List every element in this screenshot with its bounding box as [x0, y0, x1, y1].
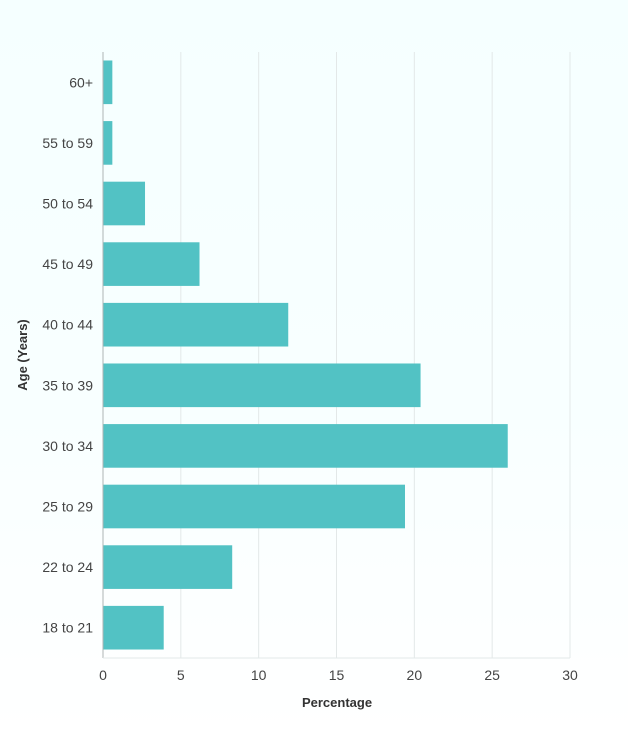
bar-50-to-54[interactable] [103, 181, 146, 226]
x-axis-title: Percentage [302, 695, 372, 710]
y-tick-labels: 60+ 55 to 59 50 to 54 45 to 49 40 to 44 35 to… [42, 74, 93, 635]
y-tick-label-35-to-39: 35 to 39 [42, 377, 93, 393]
y-tick-label-30-to-34: 30 to 34 [42, 438, 93, 454]
x-tick-label-10: 10 [251, 667, 267, 683]
bar-30-to-34[interactable] [103, 424, 508, 468]
x-tick-label-0: 0 [99, 667, 107, 683]
x-tick-label-30: 30 [562, 667, 578, 683]
bar-55-to-59[interactable] [103, 121, 113, 165]
x-tick-label-25: 25 [484, 667, 500, 683]
gridlines [180, 52, 571, 658]
bar-22-to-24[interactable] [103, 545, 233, 589]
x-tick-label-15: 15 [329, 667, 345, 683]
bars [103, 60, 508, 650]
y-tick-label-55-to-59: 55 to 59 [42, 135, 93, 151]
y-tick-label-50-to-54: 50 to 54 [42, 196, 93, 212]
y-tick-label-45-to-49: 45 to 49 [42, 256, 93, 272]
x-tick-labels: 0 5 10 15 20 25 30 [99, 667, 578, 683]
bar-40-to-44[interactable] [103, 302, 289, 347]
y-axis-title: Age (Years) [15, 319, 30, 391]
x-tick-label-20: 20 [407, 667, 423, 683]
bar-60[interactable] [103, 60, 113, 105]
bar-18-to-21[interactable] [103, 605, 164, 650]
bar-35-to-39[interactable] [103, 363, 421, 408]
y-tick-label-60: 60+ [69, 74, 93, 90]
x-tick-label-5: 5 [177, 667, 185, 683]
bar-25-to-29[interactable] [103, 484, 405, 529]
bar-45-to-49[interactable] [103, 242, 200, 286]
y-tick-label-22-to-24: 22 to 24 [42, 559, 93, 575]
y-tick-label-40-to-44: 40 to 44 [42, 317, 93, 333]
y-tick-label-18-to-21: 18 to 21 [42, 620, 93, 636]
axes [102, 52, 570, 659]
y-tick-label-25-to-29: 25 to 29 [42, 499, 93, 515]
